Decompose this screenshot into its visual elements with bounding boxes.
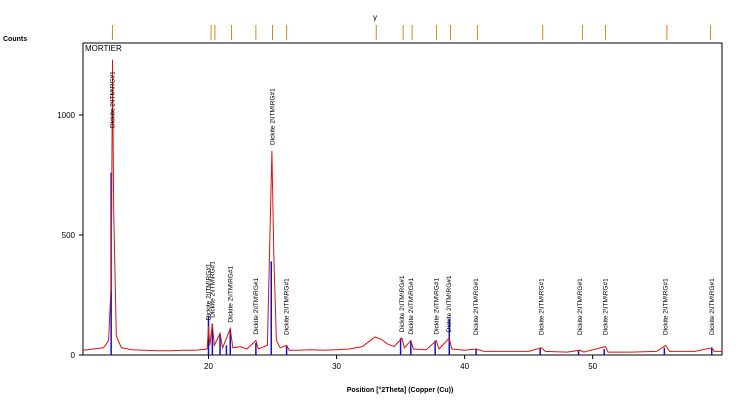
x-tick-label: 30 [332,362,341,371]
y-tick-label: 0 [71,351,76,360]
peak-label: Dickite 2\ITM\RG#1 [709,278,716,335]
peak-label: Dickite 2\ITM\RG#1 [577,278,584,335]
peak-label: Dickite 2\ITM\RG#1 [408,278,415,335]
peak-label: Dickite 2\ITM\RG#1 [109,71,116,128]
peak-label: Dickite 2\ITM\RG#1 [473,278,480,335]
peak-label: Dickite 2\ITM\RG#1 [602,278,609,335]
x-tick-label: 40 [460,362,469,371]
peak-label: Dickite 2\ITM\RG#1 [399,275,406,332]
peak-label: Dickite 2\ITM\RG#1 [538,278,545,335]
pattern-line [82,59,722,353]
plot-frame [82,42,723,356]
peak-label: Dickite 2\ITM\RG#1 [270,88,277,145]
peak-label: Dickite 2\ITM\RG#1 [209,261,216,318]
y-tick-label: 500 [62,231,76,240]
legend-text: MORTIER [85,44,122,53]
x-tick-label: 20 [204,362,213,371]
x-axis-label: Position [°2Theta] (Copper (Cu)) [347,386,454,394]
peak-label: Dickite 2\ITM\RG#1 [205,263,212,320]
peak-label: Dickite 2\ITM\RG#1 [227,266,234,323]
peak-label: Dickite 2\ITM\RG#1 [253,278,260,335]
peak-label: Dickite 2\ITM\RG#1 [663,278,670,335]
peak-label: Dickite 2\ITM\RG#1 [284,278,291,335]
x-tick-label: 50 [588,362,597,371]
top-symbol: γ [373,13,377,22]
peak-label: Dickite 2\ITM\RG#1 [433,278,440,335]
peak-label: Dickite 2\ITM\RG#1 [446,275,453,332]
y-axis-label: Counts [3,36,27,43]
y-tick-label: 1000 [57,111,75,120]
